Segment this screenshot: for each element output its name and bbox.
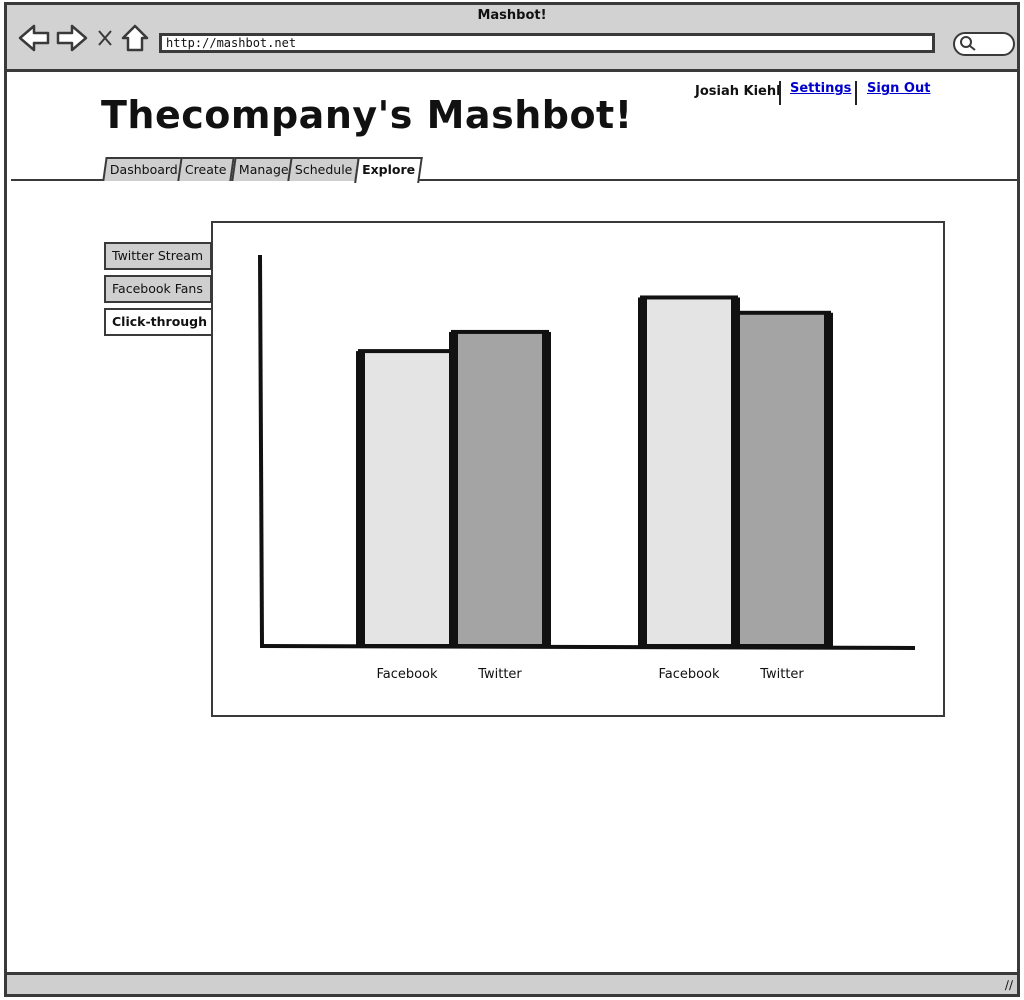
stop-icon[interactable] (97, 29, 113, 47)
chart-bar-edge (638, 297, 647, 646)
tab-create[interactable]: Create (177, 157, 235, 181)
y-axis (258, 254, 264, 647)
back-arrow-icon[interactable] (17, 23, 51, 53)
tab-schedule[interactable]: Schedule (287, 157, 361, 181)
chart-bar-edge (731, 312, 740, 646)
chart-bar (640, 295, 738, 648)
search-icon (960, 36, 976, 51)
page-title: Thecompany's Mashbot! (101, 93, 633, 137)
chart-panel: Facebook Twitter Facebook Twitter (211, 221, 945, 717)
bar-chart: Facebook Twitter Facebook Twitter (258, 254, 916, 682)
tab-baseline (11, 179, 1017, 181)
x-tick-label: Facebook (658, 667, 720, 682)
sidebar-item-twitter-stream[interactable]: Twitter Stream (104, 242, 212, 270)
status-bar: ∕∕ (7, 972, 1017, 994)
user-name: Josiah Kiehl (695, 84, 781, 99)
chart-bar-edge (824, 312, 833, 646)
tab-manage[interactable]: Manage (231, 157, 297, 181)
sign-out-link[interactable]: Sign Out (867, 81, 931, 96)
settings-link[interactable]: Settings (790, 81, 852, 96)
tab-explore[interactable]: Explore (354, 157, 423, 183)
header-divider (779, 81, 781, 105)
chart-bar-edge (542, 331, 551, 646)
tab-dashboard[interactable]: Dashboard (102, 157, 186, 181)
home-icon[interactable] (120, 23, 150, 53)
browser-search-field[interactable] (953, 32, 1015, 56)
chart-bar (358, 349, 456, 648)
browser-chrome: Mashbot! http://mashbot.net (7, 5, 1017, 72)
x-tick-label: Twitter (477, 667, 522, 682)
x-tick-label: Twitter (759, 667, 804, 682)
forward-arrow-icon[interactable] (55, 23, 89, 53)
resize-grip-icon[interactable]: ∕∕ (1004, 978, 1013, 992)
sidebar-item-click-through[interactable]: Click-through (104, 308, 214, 336)
chart-bar-edge (449, 331, 458, 646)
chart-bar (451, 329, 549, 648)
chart-bar-edge (356, 351, 365, 646)
x-tick-label: Facebook (376, 667, 438, 682)
window-title: Mashbot! (477, 8, 547, 23)
url-input[interactable]: http://mashbot.net (159, 33, 935, 53)
header-divider (855, 81, 857, 105)
sidebar-item-facebook-fans[interactable]: Facebook Fans (104, 275, 212, 303)
x-axis (259, 644, 916, 650)
chart-bar (733, 310, 831, 648)
browser-window: Mashbot! http://mashbot.net Josiah Kiehl… (4, 2, 1020, 997)
